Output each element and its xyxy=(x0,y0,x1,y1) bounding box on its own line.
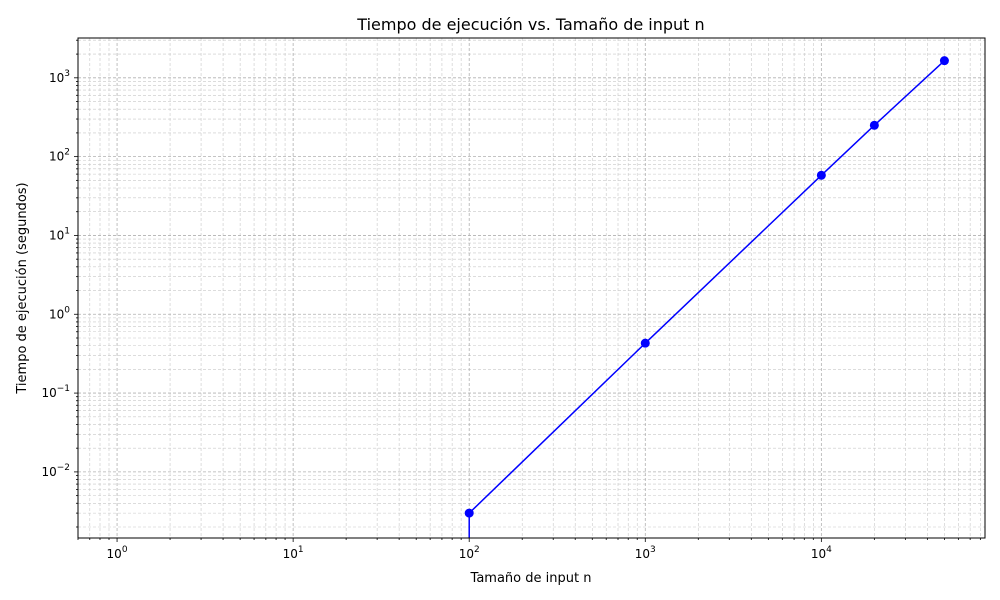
y-tick-label: 10−1 xyxy=(41,384,70,400)
data-point xyxy=(939,56,949,66)
y-tick-label: 100 xyxy=(49,305,70,321)
y-tick-label: 103 xyxy=(49,69,70,85)
y-tick-label: 101 xyxy=(49,226,70,242)
x-tick-label: 102 xyxy=(459,545,480,561)
series-layer xyxy=(464,56,949,538)
major-grid xyxy=(78,38,985,538)
data-point xyxy=(640,338,650,348)
ticks-layer: 100 101 102 103 104 10−2 10−1 100 101 102 103 xyxy=(41,39,981,561)
data-point xyxy=(869,120,879,130)
minor-grid xyxy=(77,38,985,538)
data-point xyxy=(464,508,474,518)
x-tick-label: 100 xyxy=(107,545,128,561)
x-axis-label: Tamaño de input n xyxy=(470,571,592,586)
y-tick-label: 10−2 xyxy=(41,463,70,479)
x-tick-label: 104 xyxy=(811,545,832,561)
data-point xyxy=(816,170,826,180)
chart-title: Tiempo de ejecución vs. Tamaño de input … xyxy=(356,15,704,34)
plot-frame xyxy=(77,37,986,539)
y-tick-label: 102 xyxy=(49,148,70,164)
x-tick-label: 101 xyxy=(283,545,304,561)
x-tick-label: 103 xyxy=(635,545,656,561)
y-axis-label: Tiempo de ejecución (segundos) xyxy=(15,182,30,394)
